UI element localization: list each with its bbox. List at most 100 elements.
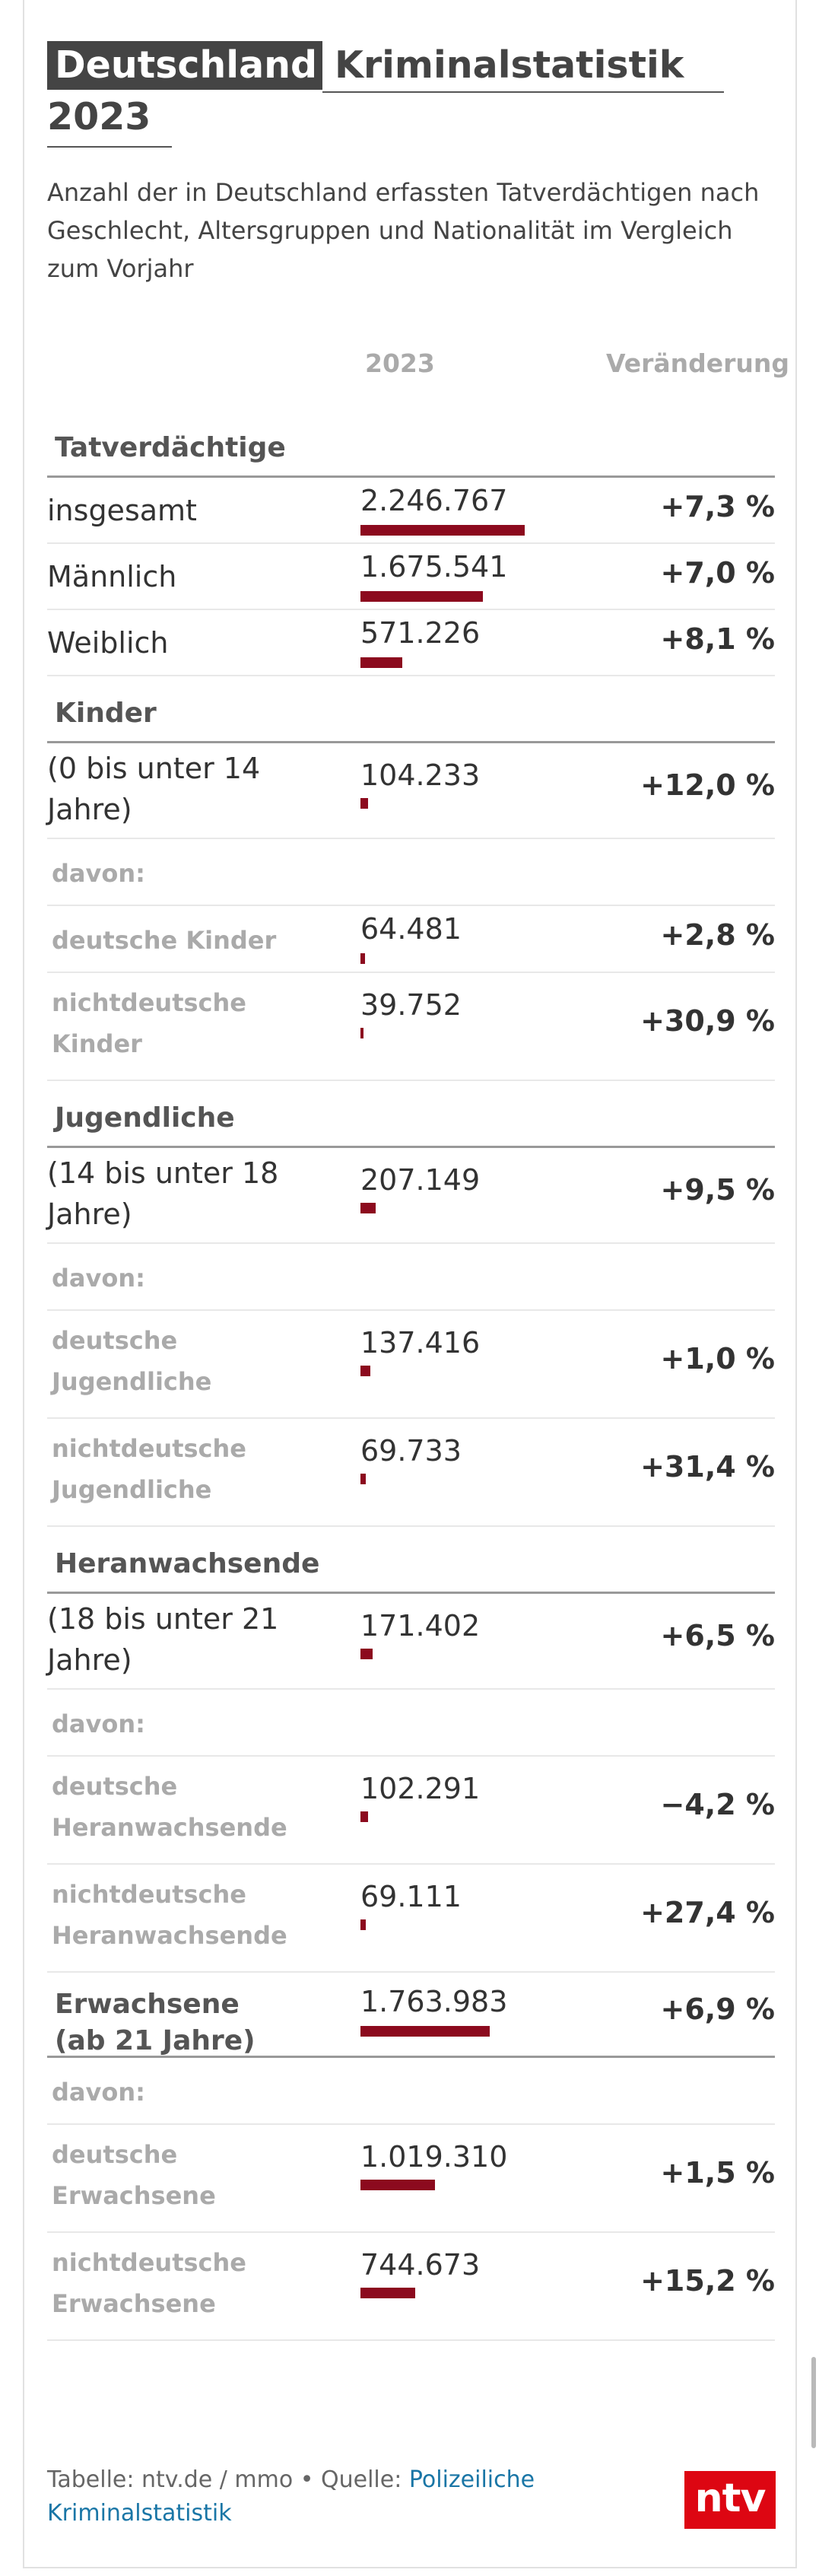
row-label: nichtdeutsche Heranwachsende: [52, 1880, 287, 1950]
value-bar: [360, 1811, 368, 1822]
value-bar: [360, 2288, 415, 2298]
row-label: (18 bis unter 21 Jahre): [47, 1602, 279, 1677]
row-label: deutsche Heranwachsende: [52, 1772, 287, 1842]
row-change: +12,0 %: [640, 768, 775, 802]
section-header-row: Jugendliche: [47, 1081, 775, 1148]
davon-row: davon:: [47, 1244, 775, 1311]
row-change: +2,8 %: [660, 918, 775, 952]
davon-row: davon:: [47, 2058, 775, 2125]
title-main: Kriminalstatistik: [335, 43, 684, 87]
value-bar: [360, 1649, 373, 1659]
row-change: +9,5 %: [660, 1173, 775, 1207]
value-bar: [360, 1474, 366, 1484]
row-label: Tatverdächtige: [55, 432, 286, 463]
section-header-row: Kinder: [47, 676, 775, 743]
row-value: 137.416: [360, 1326, 481, 1360]
table-row: (0 bis unter 14 Jahre) 104.233 +12,0 %: [47, 743, 775, 839]
row-value: 104.233: [360, 758, 481, 792]
row-value: 571.226: [360, 616, 481, 650]
table-row: nichtdeutsche Erwachsene 744.673 +15,2 %: [47, 2233, 775, 2341]
footer-source: Tabelle: ntv.de / mmo • Quelle:: [47, 2466, 409, 2493]
chart-subtitle: Anzahl der in Deutschland erfassten Tatv…: [47, 178, 760, 283]
table-body: Tatverdächtige insgesamt 2.246.767 +7,3 % Mä…: [47, 411, 775, 2341]
value-bar: [360, 525, 525, 536]
row-label: deutsche Jugendliche: [52, 1326, 212, 1396]
value-bar: [360, 798, 368, 809]
section-header-row: Tatverdächtige: [47, 411, 775, 478]
title-year-underline: [47, 146, 172, 148]
row-label: davon:: [52, 859, 145, 888]
column-header-year: 2023: [365, 348, 435, 378]
row-value: 744.673: [360, 2248, 481, 2282]
row-label: (14 bis unter 18 Jahre): [47, 1156, 279, 1231]
row-change: +7,0 %: [660, 556, 775, 590]
row-change: +7,3 %: [660, 490, 775, 523]
source-link[interactable]: Polizeiliche Kriminalstatistik: [47, 2466, 535, 2527]
row-change: −4,2 %: [660, 1788, 775, 1821]
row-label: Kinder: [55, 698, 157, 729]
table-row: deutsche Jugendliche 137.416 +1,0 %: [47, 1311, 775, 1419]
row-label: davon:: [52, 1264, 145, 1293]
row-value: 207.149: [360, 1163, 481, 1197]
row-value: 102.291: [360, 1772, 481, 1805]
row-value: 1.019.310: [360, 2140, 508, 2174]
table-row: nichtdeutsche Heranwachsende 69.111 +27,4 …: [47, 1865, 775, 1973]
ntv-logo: ntv: [684, 2471, 776, 2529]
row-change: +15,2 %: [640, 2264, 775, 2298]
table-row: Weiblich 571.226 +8,1 %: [47, 610, 775, 676]
value-bar: [360, 1203, 376, 1213]
value-bar: [360, 1028, 363, 1038]
row-change: +1,5 %: [660, 2156, 775, 2190]
table-row: insgesamt 2.246.767 +7,3 %: [47, 478, 775, 544]
value-bar: [360, 953, 365, 964]
table-row: (18 bis unter 21 Jahre) 171.402 +6,5 %: [47, 1594, 775, 1690]
row-label: deutsche Kinder: [52, 926, 277, 955]
row-value: 69.111: [360, 1880, 462, 1913]
value-bar: [360, 1919, 366, 1930]
row-value: 69.733: [360, 1434, 462, 1468]
row-change: +1,0 %: [660, 1342, 775, 1375]
scrollbar[interactable]: [811, 2357, 816, 2448]
chart-title: Deutschland Kriminalstatistik 2023: [47, 40, 724, 148]
row-value: 64.481: [360, 912, 462, 946]
row-value: 171.402: [360, 1609, 481, 1643]
row-value: 1.675.541: [360, 550, 508, 584]
table-row: Männlich 1.675.541 +7,0 %: [47, 544, 775, 610]
row-change: +8,1 %: [660, 622, 775, 656]
table-row: deutsche Heranwachsende 102.291 −4,2 %: [47, 1757, 775, 1865]
davon-row: davon:: [47, 839, 775, 906]
row-change: +6,5 %: [660, 1619, 775, 1652]
column-header-change: Veränderung: [605, 348, 789, 378]
row-label: (0 bis unter 14 Jahre): [47, 752, 261, 826]
title-line-2: 2023: [47, 93, 716, 148]
title-highlight: Deutschland: [47, 41, 322, 90]
row-label: insgesamt: [47, 494, 197, 527]
value-bar: [360, 591, 483, 602]
row-label: Erwachsene (ab 21 Jahre): [55, 1989, 256, 2056]
row-label: Weiblich: [47, 626, 169, 660]
value-bar: [360, 2026, 490, 2037]
value-bar: [360, 1366, 370, 1376]
title-underline: [322, 91, 724, 93]
row-label: Heranwachsende: [55, 1548, 320, 1579]
row-label: davon:: [52, 1709, 145, 1738]
row-change: +31,4 %: [640, 1450, 775, 1484]
row-label: davon:: [52, 2078, 145, 2107]
section-header-row: Heranwachsende: [47, 1527, 775, 1594]
table-row: nichtdeutsche Jugendliche 69.733 +31,4 %: [47, 1419, 775, 1527]
table-row: deutsche Erwachsene 1.019.310 +1,5 %: [47, 2125, 775, 2233]
row-value: 2.246.767: [360, 484, 508, 517]
row-label: nichtdeutsche Erwachsene: [52, 2248, 246, 2318]
title-line-1: Deutschland Kriminalstatistik: [47, 40, 724, 93]
title-year: 2023: [47, 95, 151, 138]
value-bar: [360, 2180, 435, 2190]
row-change: +6,9 %: [660, 1992, 775, 2026]
row-change: +30,9 %: [640, 1004, 775, 1038]
row-label: nichtdeutsche Kinder: [52, 988, 246, 1058]
row-change: +27,4 %: [640, 1896, 775, 1929]
chart-frame: [23, 0, 797, 2568]
row-value: 1.763.983: [360, 1985, 508, 2018]
table-row: deutsche Kinder 64.481 +2,8 %: [47, 906, 775, 973]
chart-footer: Tabelle: ntv.de / mmo • Quelle: Polizeil…: [47, 2463, 579, 2530]
